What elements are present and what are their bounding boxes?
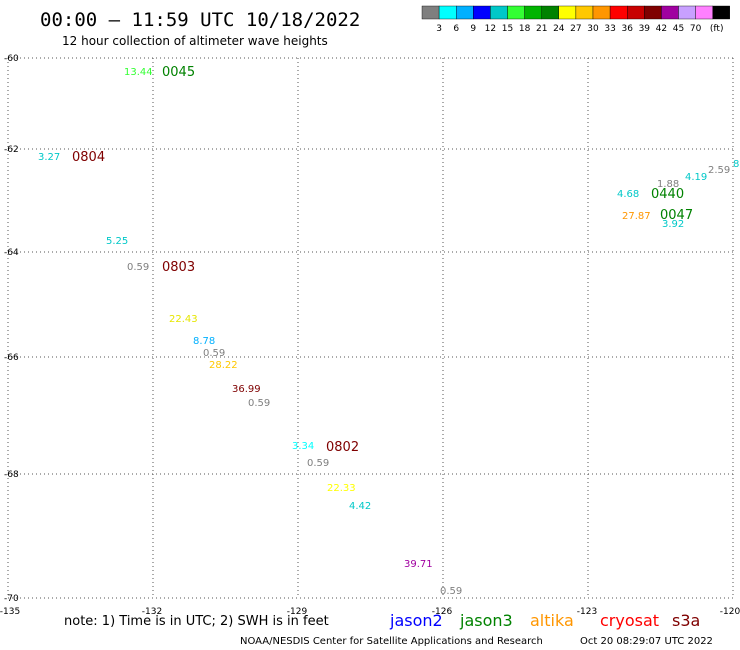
wave-height-value: 22.33 [327, 483, 356, 494]
pass-time-labels: 0045 0804 0803 0802 0440 0047 [72, 65, 693, 455]
wave-height-value: 39.71 [404, 559, 433, 570]
legend-swatch [712, 5, 731, 20]
pass-time-label: 0802 [326, 440, 359, 455]
lat-tick-label: -64 [4, 248, 19, 258]
legend-value: 36 [621, 24, 633, 34]
wave-height-labels: 13.443.275.250.5922.438.780.5928.2236.99… [38, 67, 739, 597]
legend-swatch [524, 5, 542, 20]
legend-unit: (ft) [710, 24, 724, 34]
legend-swatch [661, 5, 679, 20]
wave-height-value: 8.78 [193, 336, 215, 347]
lat-tick-label: -68 [4, 470, 19, 480]
satellite-name: s3a [672, 611, 700, 630]
legend-value: 45 [673, 24, 684, 34]
lat-tick-label: -70 [4, 594, 19, 604]
wave-height-value: 8 [733, 159, 739, 170]
legend-swatch [558, 5, 577, 20]
legend-swatch [473, 5, 491, 20]
wave-height-value: 5.25 [106, 236, 128, 247]
wave-height-value: 0.59 [440, 586, 462, 597]
timestamp-text: Oct 20 08:29:07 UTC 2022 [580, 636, 713, 647]
legend-value: 21 [536, 24, 547, 34]
lon-tick-label: -123 [577, 607, 597, 617]
legend-swatch [592, 5, 611, 20]
wave-height-value: 3.92 [662, 219, 684, 230]
legend-value: 70 [690, 24, 702, 34]
legend-value: 24 [553, 24, 565, 34]
legend-value: 33 [604, 24, 615, 34]
legend-value: 18 [519, 24, 531, 34]
wave-height-value: 27.87 [622, 211, 651, 222]
lat-lon-grid [7, 57, 734, 599]
units-note: note: 1) Time is in UTC; 2) SWH is in fe… [64, 614, 329, 629]
legend-swatch [541, 5, 560, 20]
wave-height-value: 4.68 [617, 189, 639, 200]
lat-tick-label: -62 [4, 145, 19, 155]
wave-height-value: 2.59 [708, 165, 730, 176]
wave-height-value: 1.88 [657, 179, 679, 190]
satellite-name: jason3 [459, 611, 513, 630]
legend-value: 30 [587, 24, 599, 34]
lat-tick-label: -66 [4, 353, 19, 363]
satellite-legend: jason2 jason3 altika cryosat s3a [389, 611, 700, 630]
wave-height-value: 0.59 [307, 458, 329, 469]
lon-tick-label: -126 [432, 607, 453, 617]
wave-height-value: 4.42 [349, 501, 371, 512]
legend-swatch [644, 5, 662, 20]
wave-height-value: 22.43 [169, 314, 198, 325]
legend-swatch [507, 5, 525, 20]
legend-swatch [490, 5, 508, 20]
legend-value: 15 [502, 24, 513, 34]
lon-tick-label: -132 [142, 607, 162, 617]
wave-height-value: 13.44 [124, 67, 153, 78]
legend-swatch [627, 5, 645, 20]
wave-height-value: 0.59 [127, 262, 149, 273]
wave-height-value: 3.34 [292, 441, 314, 452]
wave-height-legend: 3 6 9 12 15 18 21 24 27 30 33 36 39 42 45 70 (ft) [421, 5, 731, 34]
axis-ticks: -60 -62 -64 -66 -68 -70 -135 -132 -129 -126 -123 -1… [0, 54, 740, 617]
legend-value: 42 [656, 24, 667, 34]
wave-height-value: 36.99 [232, 384, 261, 395]
legend-swatch [421, 5, 440, 20]
wave-height-value: 0.59 [248, 398, 270, 409]
legend-value: 6 [453, 24, 459, 34]
legend-swatch [575, 5, 594, 20]
satellite-name: cryosat [600, 611, 659, 630]
pass-time-label: 0804 [72, 150, 105, 165]
pass-time-label: 0440 [651, 187, 684, 202]
map-title: 00:00 – 11:59 UTC 10/18/2022 [40, 9, 360, 31]
credit-text: NOAA/NESDIS Center for Satellite Applica… [240, 636, 543, 647]
wave-height-value: 0.59 [203, 348, 225, 359]
lat-tick-label: -60 [4, 54, 19, 64]
legend-swatch [456, 5, 474, 20]
lon-tick-label: -129 [287, 607, 308, 617]
legend-swatch [678, 5, 696, 20]
legend-value: 9 [470, 24, 476, 34]
satellite-name: altika [530, 611, 574, 630]
pass-time-label: 0045 [162, 65, 195, 80]
legend-value: 3 [436, 24, 442, 34]
lon-tick-label: -135 [0, 607, 20, 617]
wave-height-value: 4.19 [685, 172, 707, 183]
legend-swatch [438, 5, 457, 20]
satellite-name: jason2 [389, 611, 443, 630]
map-subtitle: 12 hour collection of altimeter wave hei… [62, 34, 328, 48]
legend-value: 39 [639, 24, 651, 34]
wave-height-value: 3.27 [38, 152, 60, 163]
lon-tick-label: -120 [720, 607, 740, 617]
legend-value: 27 [570, 24, 581, 34]
wave-height-value: 28.22 [209, 360, 238, 371]
pass-time-label: 0047 [660, 208, 693, 223]
pass-time-label: 0803 [162, 260, 195, 275]
legend-value: 12 [485, 24, 496, 34]
legend-swatch [609, 5, 628, 20]
legend-swatch [695, 5, 713, 20]
